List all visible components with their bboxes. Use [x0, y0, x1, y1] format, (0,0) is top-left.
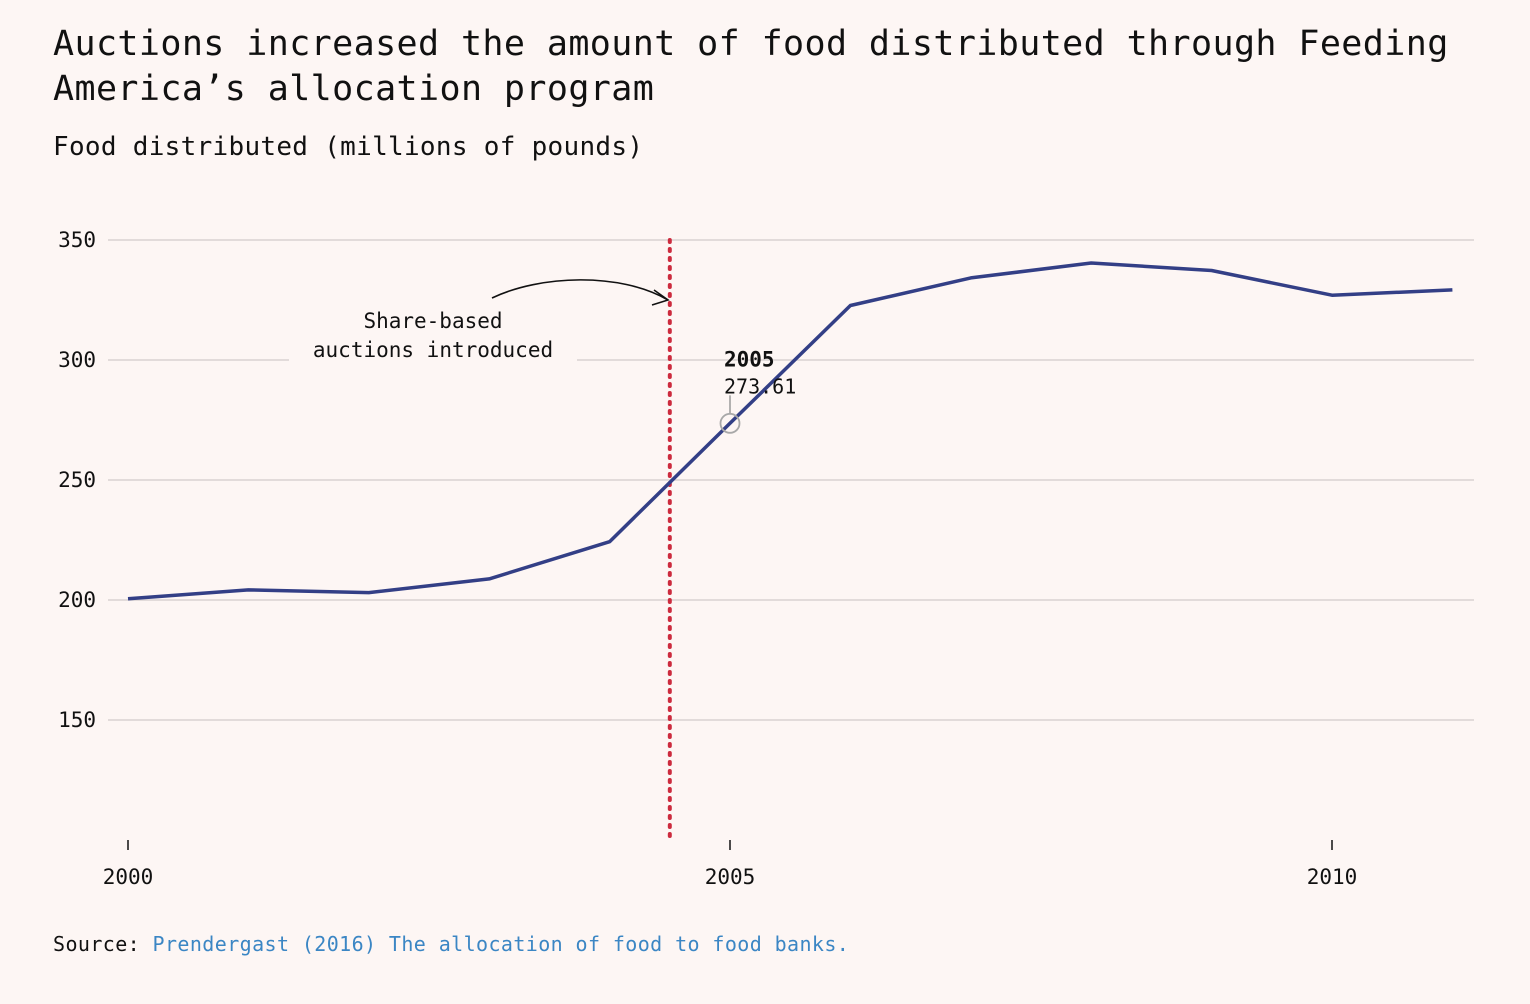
chart-subtitle: Food distributed (millions of pounds) [53, 132, 644, 162]
x-tick-label: 2005 [705, 865, 756, 889]
y-tick-label: 350 [58, 228, 96, 252]
source-label: Source: [53, 932, 141, 956]
x-tick-label: 2000 [103, 865, 154, 889]
gridlines [108, 239, 1474, 721]
annotation: Share-based auctions introduced [289, 279, 670, 364]
annotation-text-bg [289, 338, 577, 364]
chart-title: Auctions increased the amount of food di… [53, 24, 1449, 109]
x-tick-label: 2010 [1307, 865, 1358, 889]
annotation-arrowhead [651, 289, 670, 306]
tooltip-year: 2005 [724, 347, 775, 371]
y-tick-label: 150 [58, 708, 96, 732]
annotation-arrow [491, 279, 669, 301]
y-axis-ticks: 150 200 250 300 350 [58, 228, 96, 732]
y-tick-label: 300 [58, 348, 96, 372]
annotation-text-line2: auctions introduced [313, 338, 553, 362]
tooltip-value: 273.61 [724, 374, 796, 398]
annotation-text-line1: Share-based [363, 309, 502, 333]
hover-tooltip: 2005 273.61 [719, 347, 796, 434]
y-tick-label: 250 [58, 468, 96, 492]
source-link[interactable]: Prendergast (2016) The allocation of foo… [152, 932, 850, 956]
y-tick-label: 200 [58, 588, 96, 612]
x-axis-ticks: 2000 2005 2010 [103, 840, 1358, 889]
tooltip-marker [719, 412, 741, 434]
series-line [127, 261, 1453, 601]
source-note: Source: Prendergast (2016) The allocatio… [53, 932, 849, 956]
